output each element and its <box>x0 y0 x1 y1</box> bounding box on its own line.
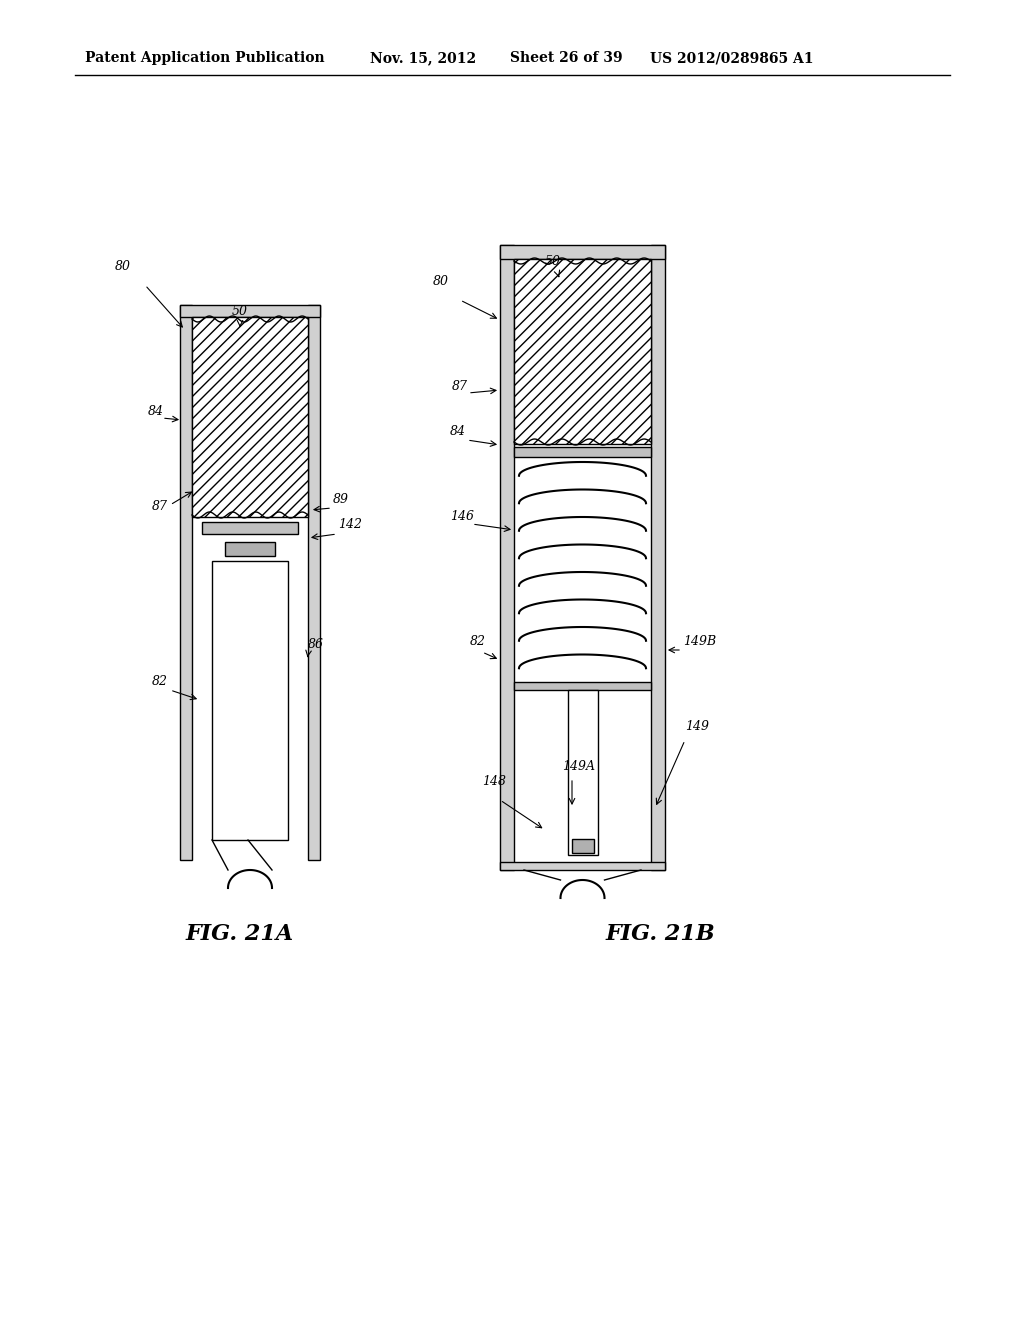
Text: 149B: 149B <box>683 635 716 648</box>
Bar <box>567 690 597 855</box>
Text: 50: 50 <box>545 255 561 268</box>
Text: Patent Application Publication: Patent Application Publication <box>85 51 325 65</box>
Bar <box>212 561 288 840</box>
Text: Nov. 15, 2012: Nov. 15, 2012 <box>370 51 476 65</box>
Text: 80: 80 <box>115 260 131 273</box>
Text: 82: 82 <box>152 675 168 688</box>
Text: 80: 80 <box>433 275 449 288</box>
Text: FIG. 21A: FIG. 21A <box>186 923 294 945</box>
Text: 142: 142 <box>338 517 362 531</box>
Bar <box>571 840 594 853</box>
Text: 84: 84 <box>450 425 466 438</box>
Text: 89: 89 <box>333 492 349 506</box>
Text: Sheet 26 of 39: Sheet 26 of 39 <box>510 51 623 65</box>
Bar <box>500 246 514 870</box>
Bar <box>193 317 308 517</box>
Bar <box>651 246 665 870</box>
Text: 82: 82 <box>470 635 486 648</box>
Bar <box>514 682 651 690</box>
Bar <box>202 521 298 535</box>
Bar <box>514 259 651 444</box>
Text: 86: 86 <box>308 638 324 651</box>
Text: 149A: 149A <box>562 760 595 774</box>
Bar <box>180 305 319 317</box>
Bar <box>500 246 665 259</box>
Text: US 2012/0289865 A1: US 2012/0289865 A1 <box>650 51 813 65</box>
Bar <box>180 305 193 861</box>
Text: FIG. 21B: FIG. 21B <box>605 923 715 945</box>
Text: 87: 87 <box>452 380 468 393</box>
Bar <box>308 305 319 861</box>
Text: 87: 87 <box>152 500 168 513</box>
Bar <box>500 862 665 870</box>
Text: 146: 146 <box>450 510 474 523</box>
Text: 149: 149 <box>685 719 709 733</box>
Bar <box>514 447 651 457</box>
Text: 148: 148 <box>482 775 506 788</box>
Text: 50: 50 <box>232 305 248 318</box>
Text: 84: 84 <box>148 405 164 418</box>
Bar <box>225 543 275 556</box>
